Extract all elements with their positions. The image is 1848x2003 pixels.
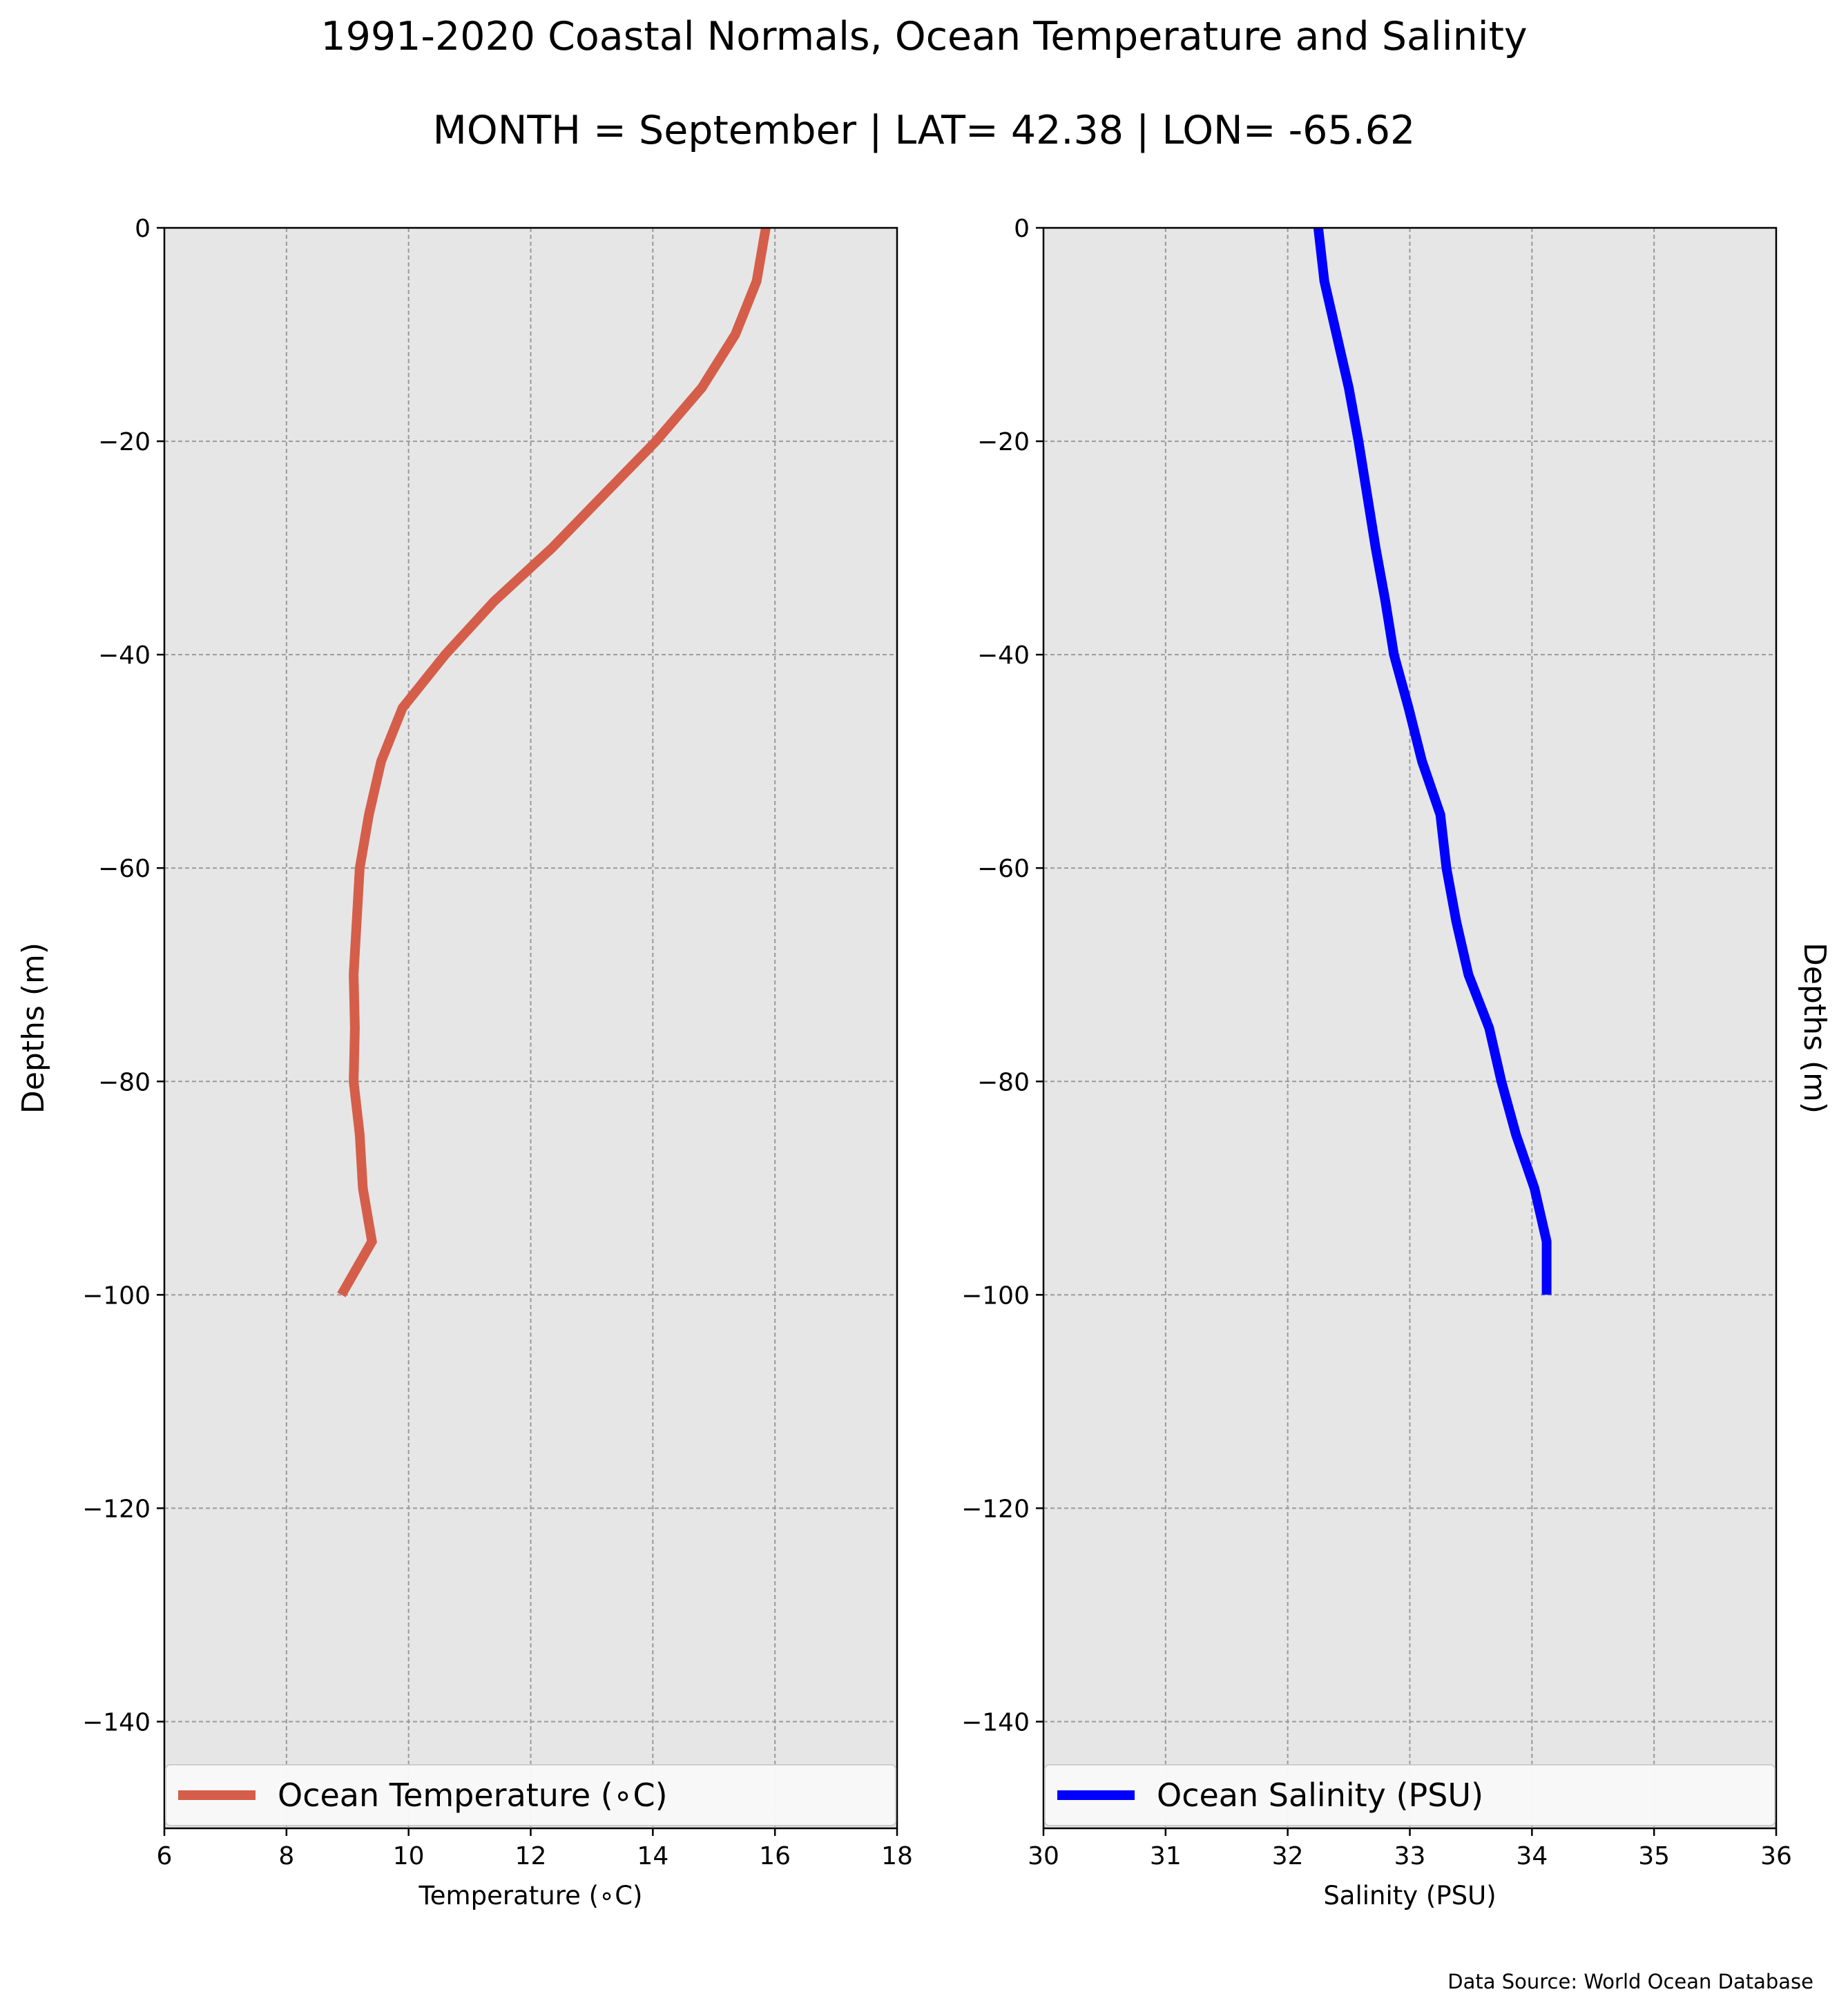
legend-label: Ocean Temperature (∘C)	[278, 1777, 668, 1814]
y-tick-label: −100	[82, 1281, 151, 1310]
x-tick-label: 33	[1394, 1842, 1426, 1870]
legend-label: Ocean Salinity (PSU)	[1157, 1777, 1483, 1814]
legend-box	[165, 1764, 896, 1826]
y-tick-label: −60	[98, 855, 151, 883]
x-tick-label: 30	[1028, 1842, 1059, 1870]
y-tick-label: −80	[98, 1068, 151, 1096]
x-axis-label: Salinity (PSU)	[1323, 1881, 1496, 1910]
legend: Ocean Temperature (∘C)	[165, 1764, 896, 1826]
x-tick-label: 35	[1638, 1842, 1670, 1870]
y-axis-label: Depths (m)	[16, 942, 51, 1114]
x-tick-label: 12	[515, 1842, 547, 1870]
y-tick-label: 0	[135, 215, 151, 243]
x-tick-label: 34	[1516, 1842, 1548, 1870]
x-tick-label: 31	[1150, 1842, 1182, 1870]
y-tick-label: −120	[82, 1495, 151, 1523]
x-tick-label: 6	[157, 1842, 173, 1870]
y-tick-label: 0	[1014, 215, 1030, 243]
y-tick-label: −120	[961, 1495, 1030, 1523]
y-tick-label: −140	[961, 1708, 1030, 1736]
y-tick-label: −140	[82, 1708, 151, 1736]
chart-title: 1991-2020 Coastal Normals, Ocean Tempera…	[320, 14, 1527, 59]
y-tick-label: −20	[98, 428, 151, 456]
y-tick-label: −20	[977, 428, 1030, 456]
y-tick-label: −80	[977, 1068, 1030, 1096]
y-tick-label: −40	[977, 641, 1030, 670]
data-source-note: Data Source: World Ocean Database	[1447, 1970, 1813, 1993]
x-tick-label: 36	[1760, 1842, 1792, 1870]
series-line-0	[1313, 227, 1552, 1295]
salinity-panel: 30 31 32 33 34 35 36 0 −20 −40 −60 −80 −100 −120 −140 S…	[961, 215, 1832, 1910]
series-line-0	[337, 226, 771, 1297]
chart-subtitle: MONTH = September | LAT= 42.38 | LON= -6…	[433, 108, 1416, 153]
temperature-panel: 6 8 10 12 14 16 18 0 −20 −40 −60 −80 −100 −120 −140 Tem…	[16, 215, 913, 1910]
x-tick-label: 18	[881, 1842, 913, 1870]
legend: Ocean Salinity (PSU)	[1044, 1764, 1775, 1826]
x-tick-label: 8	[278, 1842, 294, 1870]
x-tick-label: 16	[759, 1842, 791, 1870]
x-tick-label: 10	[393, 1842, 425, 1870]
x-tick-label: 14	[637, 1842, 668, 1870]
legend-box	[1044, 1764, 1775, 1826]
x-tick-label: 32	[1272, 1842, 1304, 1870]
y-tick-label: −100	[961, 1281, 1030, 1310]
y-tick-label: −60	[977, 855, 1030, 883]
y-axis-label: Depths (m)	[1797, 942, 1832, 1114]
y-tick-label: −40	[98, 641, 151, 670]
x-axis-label: Temperature (∘C)	[418, 1881, 642, 1910]
